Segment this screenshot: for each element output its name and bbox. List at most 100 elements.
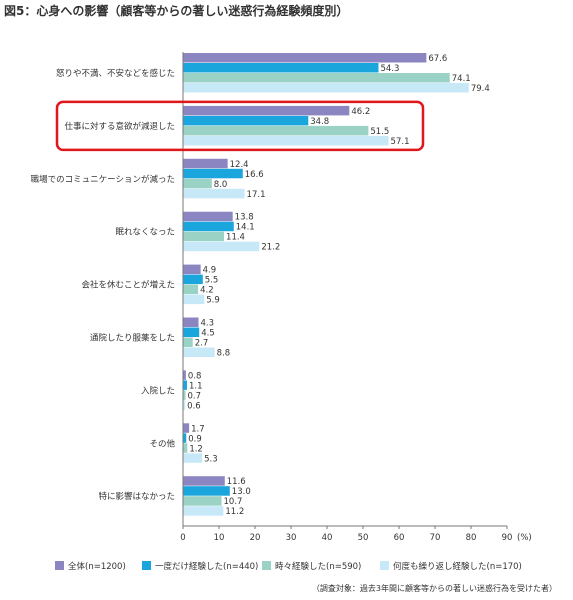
bar bbox=[183, 211, 233, 222]
x-tick-label: 30 bbox=[286, 533, 297, 543]
x-tick-label: 90 bbox=[502, 533, 513, 543]
bar-value-label: 1.1 bbox=[189, 381, 203, 391]
category-label: 職場でのコミュニケーションが減った bbox=[31, 174, 175, 185]
bar-value-label: 74.1 bbox=[452, 74, 471, 84]
bar-value-label: 0.8 bbox=[188, 371, 202, 381]
bar-value-label: 4.3 bbox=[200, 319, 214, 329]
bar bbox=[183, 380, 187, 390]
bar-value-label: 8.8 bbox=[217, 349, 231, 359]
bar bbox=[183, 486, 230, 496]
bar-value-label: 79.4 bbox=[471, 84, 490, 94]
bar bbox=[183, 453, 203, 463]
bar bbox=[183, 63, 379, 73]
legend-swatch bbox=[55, 561, 64, 570]
bar bbox=[183, 135, 389, 146]
bar-value-label: 17.1 bbox=[247, 190, 266, 200]
bar bbox=[183, 347, 215, 357]
bar bbox=[183, 294, 205, 305]
bar bbox=[183, 496, 222, 506]
bar-value-label: 16.6 bbox=[245, 170, 264, 180]
bar bbox=[183, 168, 243, 179]
bar bbox=[183, 125, 369, 136]
bar bbox=[183, 221, 234, 232]
bar bbox=[183, 370, 186, 380]
x-tick-label: 10 bbox=[214, 533, 225, 543]
bar-value-label: 46.2 bbox=[351, 107, 370, 117]
bar bbox=[183, 433, 187, 443]
bar bbox=[183, 506, 224, 516]
bar-value-label: 4.2 bbox=[200, 286, 214, 296]
bar bbox=[183, 105, 350, 116]
bar bbox=[183, 327, 200, 337]
bar-value-label: 12.4 bbox=[230, 160, 249, 170]
category-label: その他 bbox=[149, 438, 175, 449]
bar bbox=[183, 73, 450, 83]
bar bbox=[183, 423, 190, 433]
bar-value-label: 14.1 bbox=[236, 223, 255, 233]
bar bbox=[183, 390, 186, 400]
legend-label: 一度だけ経験した(n=440) bbox=[155, 561, 258, 572]
bar bbox=[183, 476, 225, 486]
x-axis-unit: (%) bbox=[517, 533, 532, 543]
category-label: 会社を休むことが増えた bbox=[81, 280, 175, 291]
bar bbox=[183, 53, 427, 63]
category-label: 仕事に対する意欲が減退した bbox=[64, 121, 175, 132]
legend-swatch bbox=[380, 561, 389, 570]
legend-label: 全体(n=1200) bbox=[68, 561, 126, 572]
x-tick-label: 50 bbox=[358, 533, 369, 543]
bar bbox=[183, 317, 199, 327]
legend-label: 時々経験した(n=590) bbox=[275, 561, 361, 572]
bar bbox=[183, 115, 309, 126]
x-tick-label: 0 bbox=[180, 533, 185, 543]
bar bbox=[183, 231, 225, 242]
bar-value-label: 4.5 bbox=[201, 329, 215, 339]
x-tick-label: 60 bbox=[394, 533, 405, 543]
bar-value-label: 21.2 bbox=[261, 243, 280, 253]
legend-swatch bbox=[262, 561, 271, 570]
x-tick-label: 20 bbox=[250, 533, 261, 543]
highlight-box bbox=[55, 100, 425, 152]
bar-value-label: 13.0 bbox=[232, 487, 251, 497]
bar-value-label: 1.2 bbox=[189, 444, 203, 454]
bar bbox=[183, 188, 245, 199]
bar-value-label: 13.8 bbox=[235, 213, 254, 223]
bar-value-label: 11.2 bbox=[225, 507, 244, 517]
bar bbox=[183, 400, 186, 410]
bar-value-label: 67.6 bbox=[428, 54, 447, 64]
category-label: 眠れなくなった bbox=[115, 228, 175, 238]
bar-value-label: 8.0 bbox=[214, 180, 228, 190]
bar-value-label: 4.9 bbox=[203, 266, 217, 276]
bar-value-label: 34.8 bbox=[310, 117, 329, 127]
bar-value-label: 0.7 bbox=[188, 391, 202, 401]
bar-value-label: 51.5 bbox=[370, 127, 389, 137]
bar-value-label: 57.1 bbox=[391, 137, 410, 147]
bar-value-label: 5.3 bbox=[204, 454, 218, 464]
x-tick-label: 40 bbox=[322, 533, 333, 543]
bar bbox=[183, 284, 199, 295]
bar-value-label: 0.9 bbox=[188, 434, 202, 444]
category-label: 怒りや不満、不安などを感じた bbox=[56, 68, 175, 79]
category-label: 通院したり服薬をした bbox=[90, 333, 175, 344]
bar bbox=[183, 241, 260, 252]
bar bbox=[183, 83, 469, 93]
bar-value-label: 54.3 bbox=[380, 64, 399, 74]
legend-label: 何度も繰り返し経験した(n=170) bbox=[393, 561, 522, 572]
category-label: 特に影響はなかった bbox=[98, 491, 175, 502]
legend-swatch bbox=[142, 561, 151, 570]
bar-value-label: 10.7 bbox=[224, 497, 243, 507]
bar bbox=[183, 158, 228, 169]
bar-value-label: 5.9 bbox=[206, 296, 220, 306]
category-label: 入院した bbox=[141, 385, 175, 396]
bar bbox=[183, 337, 193, 347]
x-tick-label: 70 bbox=[430, 533, 441, 543]
bar-value-label: 0.6 bbox=[187, 401, 201, 411]
bar-value-label: 5.5 bbox=[205, 276, 219, 286]
bar bbox=[183, 178, 212, 189]
bar-value-label: 1.7 bbox=[191, 424, 205, 434]
bar bbox=[183, 443, 188, 453]
bar-value-label: 2.7 bbox=[195, 339, 209, 349]
bar-value-label: 11.6 bbox=[227, 477, 246, 487]
chart-title: 図5：心身への影響（顧客等からの著しい迷惑行為経験頻度別） bbox=[4, 4, 349, 18]
x-tick-label: 80 bbox=[466, 533, 477, 543]
